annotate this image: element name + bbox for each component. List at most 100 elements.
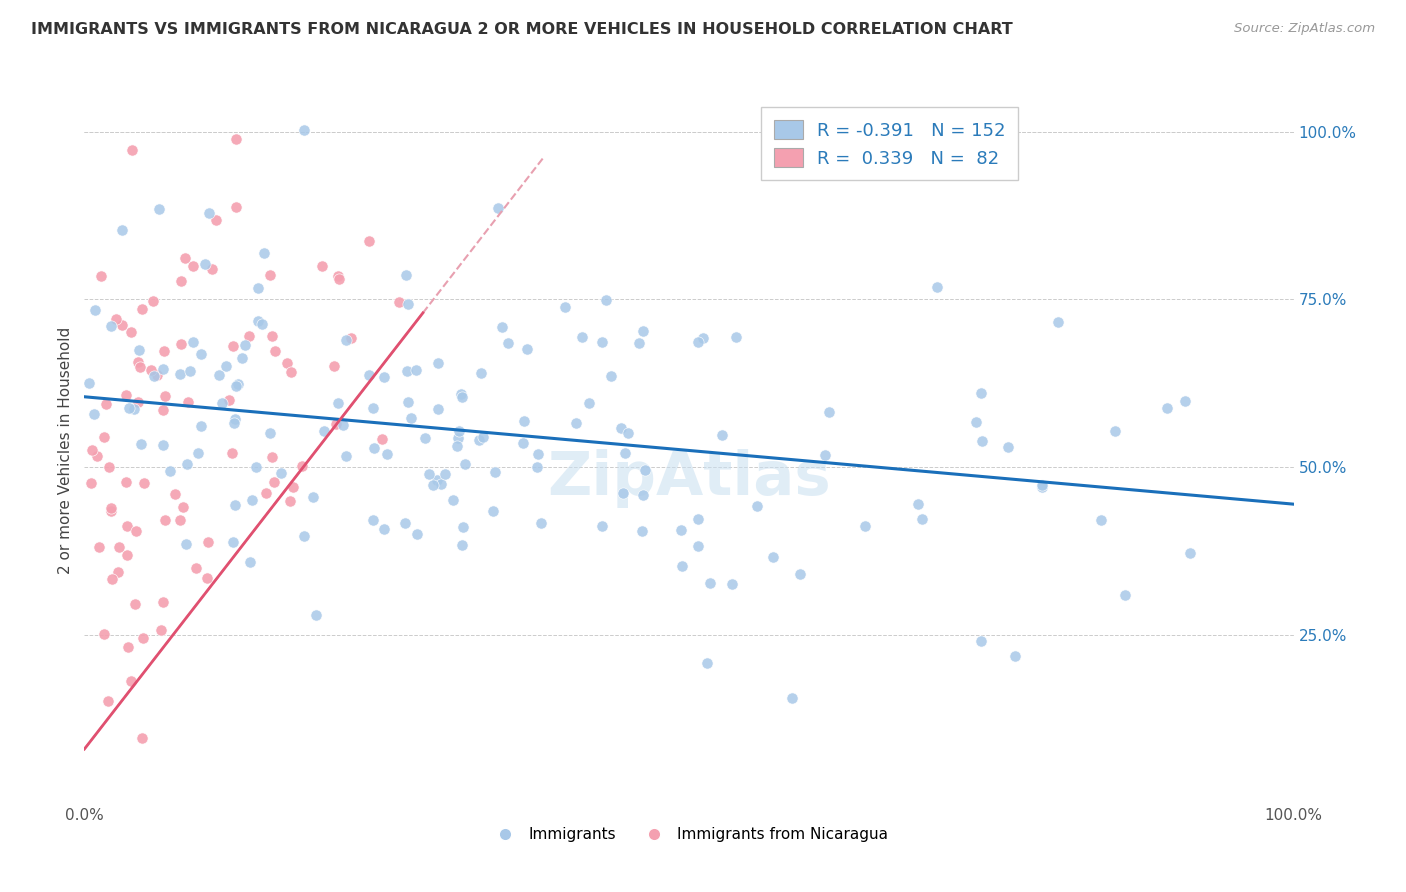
Point [609,421,631,435]
Point [205,212,228,227]
Point [239,555,262,569]
Point [172,500,194,515]
Point [997,440,1019,454]
Point [686,512,709,526]
Point [131,731,153,745]
Point [100,501,122,516]
Point [314,424,336,438]
Point [325,417,347,431]
Point [1114,588,1136,602]
Point [433,467,456,482]
Point [150,624,173,638]
Point [631,325,654,339]
Point [238,328,260,343]
Point [143,368,166,383]
Point [323,359,346,373]
Point [260,328,283,343]
Point [361,513,384,527]
Point [245,459,267,474]
Point [221,445,243,459]
Point [1046,315,1069,329]
Point [614,446,637,460]
Point [853,518,876,533]
Point [627,336,650,351]
Point [174,251,197,265]
Point [179,364,201,378]
Point [451,520,474,534]
Point [141,363,163,377]
Point [146,368,169,382]
Point [578,396,600,410]
Point [326,396,349,410]
Text: IMMIGRANTS VS IMMIGRANTS FROM NICARAGUA 2 OR MORE VEHICLES IN HOUSEHOLD CORRELAT: IMMIGRANTS VS IMMIGRANTS FROM NICARAGUA … [31,22,1012,37]
Point [359,368,381,382]
Point [446,431,468,445]
Point [699,576,721,591]
Point [163,487,186,501]
Point [335,334,357,348]
Point [671,559,693,574]
Point [127,355,149,369]
Point [240,493,263,508]
Point [373,522,395,536]
Point [907,497,929,511]
Point [211,396,233,410]
Point [115,388,138,402]
Point [1031,480,1053,494]
Point [226,377,249,392]
Point [152,438,174,452]
Point [246,281,269,295]
Point [388,295,411,310]
Point [87,540,110,554]
Point [124,597,146,611]
Point [80,443,103,458]
Point [711,427,734,442]
Point [970,434,993,448]
Point [965,415,987,429]
Point [259,426,281,441]
Point [418,467,440,481]
Point [225,200,247,214]
Point [93,627,115,641]
Point [669,523,692,537]
Point [177,394,200,409]
Point [259,268,281,282]
Point [170,337,193,351]
Point [93,430,115,444]
Point [141,293,163,308]
Point [190,347,212,361]
Point [634,463,657,477]
Point [361,401,384,415]
Point [170,274,193,288]
Point [128,359,150,374]
Point [363,441,385,455]
Point [235,337,257,351]
Point [591,519,613,533]
Point [451,538,474,552]
Point [595,293,617,307]
Point [278,494,301,508]
Point [724,330,747,344]
Point [554,301,576,315]
Point [488,201,510,215]
Point [120,325,142,339]
Point [86,449,108,463]
Point [721,577,744,591]
Point [340,331,363,345]
Point [292,123,315,137]
Point [394,516,416,530]
Point [1178,546,1201,560]
Point [530,516,553,530]
Point [405,363,427,377]
Y-axis label: 2 or more Vehicles in Household: 2 or more Vehicles in Household [58,326,73,574]
Point [225,131,247,145]
Point [291,458,314,473]
Point [454,457,477,471]
Point [96,397,118,411]
Point [97,459,120,474]
Point [100,504,122,518]
Point [104,311,127,326]
Point [215,359,238,374]
Point [181,334,204,349]
Point [131,301,153,316]
